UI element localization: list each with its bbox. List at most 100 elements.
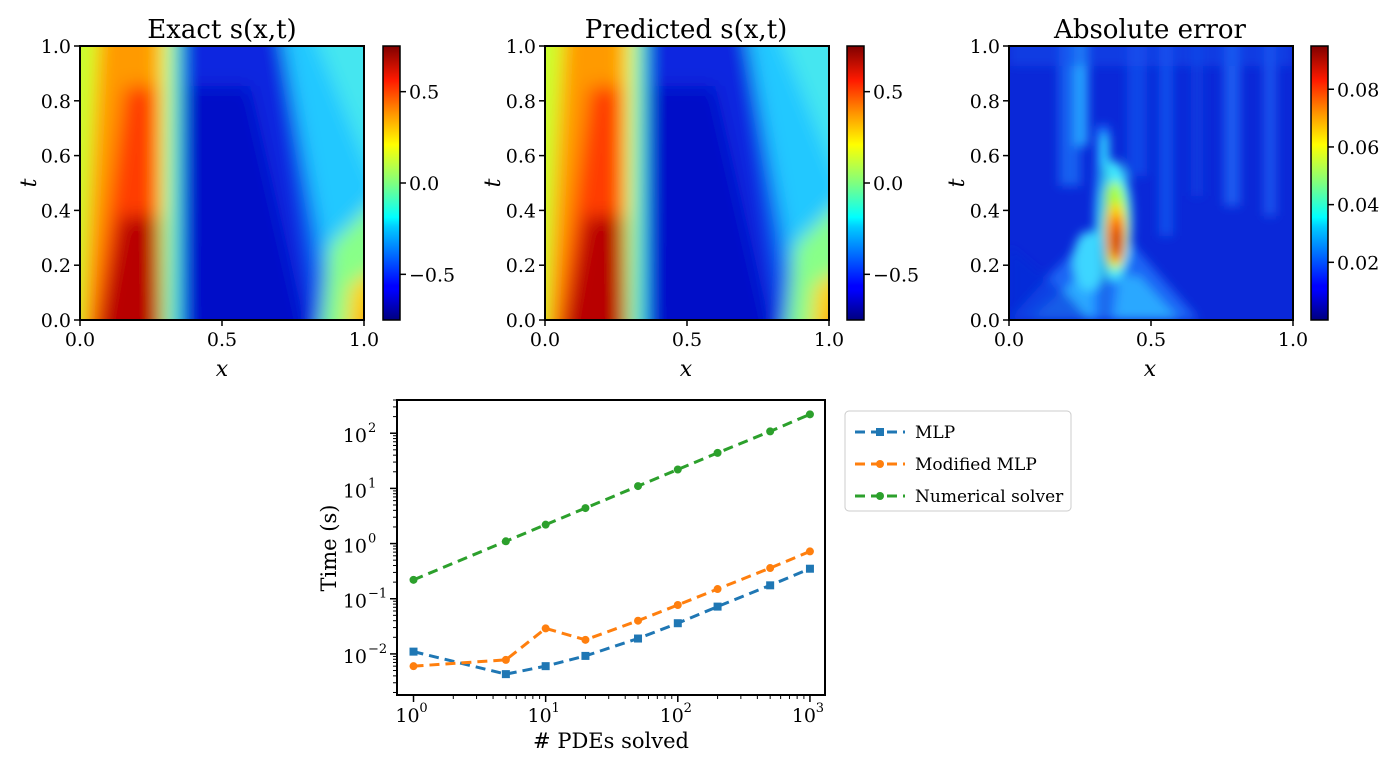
data-point (713, 602, 722, 611)
data-point (541, 624, 550, 633)
x-tick-label: 10 (792, 705, 816, 727)
data-point (766, 581, 775, 590)
y-tick-label: 0.2 (970, 255, 1000, 277)
legend-label: Modified MLP (915, 455, 1037, 475)
x-tick-exponent: 2 (684, 701, 692, 716)
x-tick-exponent: 1 (552, 701, 560, 716)
x-tick-label: 0.5 (672, 329, 702, 351)
y-tick-exponent: 2 (368, 421, 376, 436)
timing-chart: # PDEs solved Time (s) MLP Modified MLP Nu… (317, 399, 1072, 753)
heatmap-0-ticks: 0.0 0.5 1.0 0.0 0.2 0.4 0.6 0.8 1.0 0.5 0.0 −0.5 (41, 36, 455, 351)
y-tick-label: 0.6 (41, 146, 71, 168)
y-tick-label: 0.0 (41, 310, 71, 332)
heatmap-error: Absolute error x t (945, 15, 1329, 382)
colorbar-tick-label: 0.02 (1337, 252, 1379, 274)
data-point (673, 465, 682, 474)
y-tick-label: 10 (343, 646, 367, 668)
colorbar-tick-label: 0.06 (1337, 137, 1379, 159)
y-tick-label: 10 (343, 425, 367, 447)
data-point (713, 448, 722, 457)
y-tick-label: 10 (343, 536, 367, 558)
y-tick-label: 0.8 (506, 91, 536, 113)
y-tick-label: 0.4 (41, 200, 71, 222)
heatmap-error-field (1009, 46, 1293, 320)
legend-item: Modified MLP (855, 455, 1037, 475)
y-tick-label: 0.6 (970, 146, 1000, 168)
data-point (409, 662, 418, 671)
heatmap-1-ticks: 0.0 0.5 1.0 0.0 0.2 0.4 0.6 0.8 1.0 0.5 0.0 −0.5 (506, 36, 919, 351)
heatmap-error-title: Absolute error (1053, 15, 1246, 45)
data-point (805, 547, 814, 556)
legend-box (844, 410, 1072, 512)
data-point (673, 601, 682, 610)
heatmap-error-ylabel: t (945, 178, 970, 187)
heatmap-predicted-title: Predicted s(x,t) (585, 15, 788, 45)
data-point (634, 482, 643, 491)
heatmap-exact-field (80, 46, 364, 320)
colorbar-tick-label: 0.08 (1337, 79, 1379, 101)
timing-ticks: 10 0 10 1 10 2 10 310 −210 −110 010 110 2 (343, 399, 824, 727)
heatmap-predicted-field (545, 46, 829, 320)
y-tick-exponent: 0 (368, 532, 376, 547)
colorbar-tick-label: 0.5 (873, 82, 903, 104)
y-tick-exponent: −1 (368, 587, 387, 602)
x-tick-label: 0.5 (1136, 329, 1166, 351)
data-point (673, 619, 682, 628)
heatmap-exact: Exact s(x,t) x t (17, 15, 401, 382)
legend: MLP Modified MLP Numerical solver (855, 423, 1064, 507)
y-tick-label: 10 (343, 480, 367, 502)
x-tick-exponent: 0 (419, 701, 427, 716)
tick-layer: 0.0 0.5 1.0 0.0 0.2 0.4 0.6 0.8 1.0 0.5 0.0 −0.5 0.0… (41, 36, 1380, 727)
heatmap-exact-xlabel: x (216, 357, 229, 382)
data-point (541, 520, 550, 529)
colorbar-tick-label: 0.04 (1337, 195, 1379, 217)
y-tick-label: 0.0 (506, 310, 536, 332)
heatmap-predicted-xlabel: x (680, 357, 693, 382)
heatmap-2-ticks: 0.0 0.5 1.0 0.0 0.2 0.4 0.6 0.8 1.0 0.08 0.06 0.04 0… (970, 36, 1380, 351)
data-point (713, 585, 722, 594)
data-point (501, 655, 510, 664)
data-point (409, 575, 418, 584)
y-tick-label: 0.2 (41, 255, 71, 277)
colorbar-tick-label: 0.0 (409, 173, 439, 195)
timing-series-group (409, 410, 814, 679)
data-point (805, 564, 814, 573)
x-tick-label: 1.0 (814, 329, 844, 351)
legend-marker (876, 492, 884, 500)
data-point (766, 427, 775, 436)
data-point (634, 634, 643, 643)
colorbar-tick-label: −0.5 (409, 264, 455, 286)
heatmap-predicted: Predicted s(x,t) x t (481, 15, 865, 382)
heatmap-error-xlabel: x (1144, 357, 1157, 382)
heatmap-exact-title: Exact s(x,t) (147, 15, 296, 45)
data-point (581, 504, 590, 513)
colorbar-exact (382, 45, 401, 321)
legend-item: MLP (855, 423, 955, 443)
y-tick-label: 0.8 (41, 91, 71, 113)
colorbar-tick-label: 0.0 (873, 173, 903, 195)
x-tick-label: 10 (395, 705, 419, 727)
y-tick-label: 1.0 (970, 36, 1000, 58)
y-tick-exponent: 1 (368, 476, 376, 491)
y-tick-label: 1.0 (506, 36, 536, 58)
timing-plot-area (396, 399, 826, 696)
x-tick-exponent: 3 (816, 701, 824, 716)
y-tick-exponent: −2 (368, 642, 387, 657)
colorbar-tick-label: 0.5 (409, 82, 439, 104)
legend-label: MLP (915, 423, 955, 443)
data-point (766, 564, 775, 573)
series-numerical-solver (409, 410, 814, 584)
heatmap-exact-ylabel: t (17, 178, 42, 187)
data-point (501, 537, 510, 546)
data-point (409, 647, 418, 656)
y-tick-label: 0.0 (970, 310, 1000, 332)
x-tick-label: 1.0 (349, 329, 379, 351)
legend-label: Numerical solver (915, 487, 1064, 507)
data-point (634, 616, 643, 625)
colorbar-error (1310, 45, 1329, 321)
timing-xlabel: # PDEs solved (533, 729, 689, 753)
heatmap-predicted-ylabel: t (481, 178, 506, 187)
x-tick-label: 0.5 (207, 329, 237, 351)
y-tick-label: 1.0 (41, 36, 71, 58)
